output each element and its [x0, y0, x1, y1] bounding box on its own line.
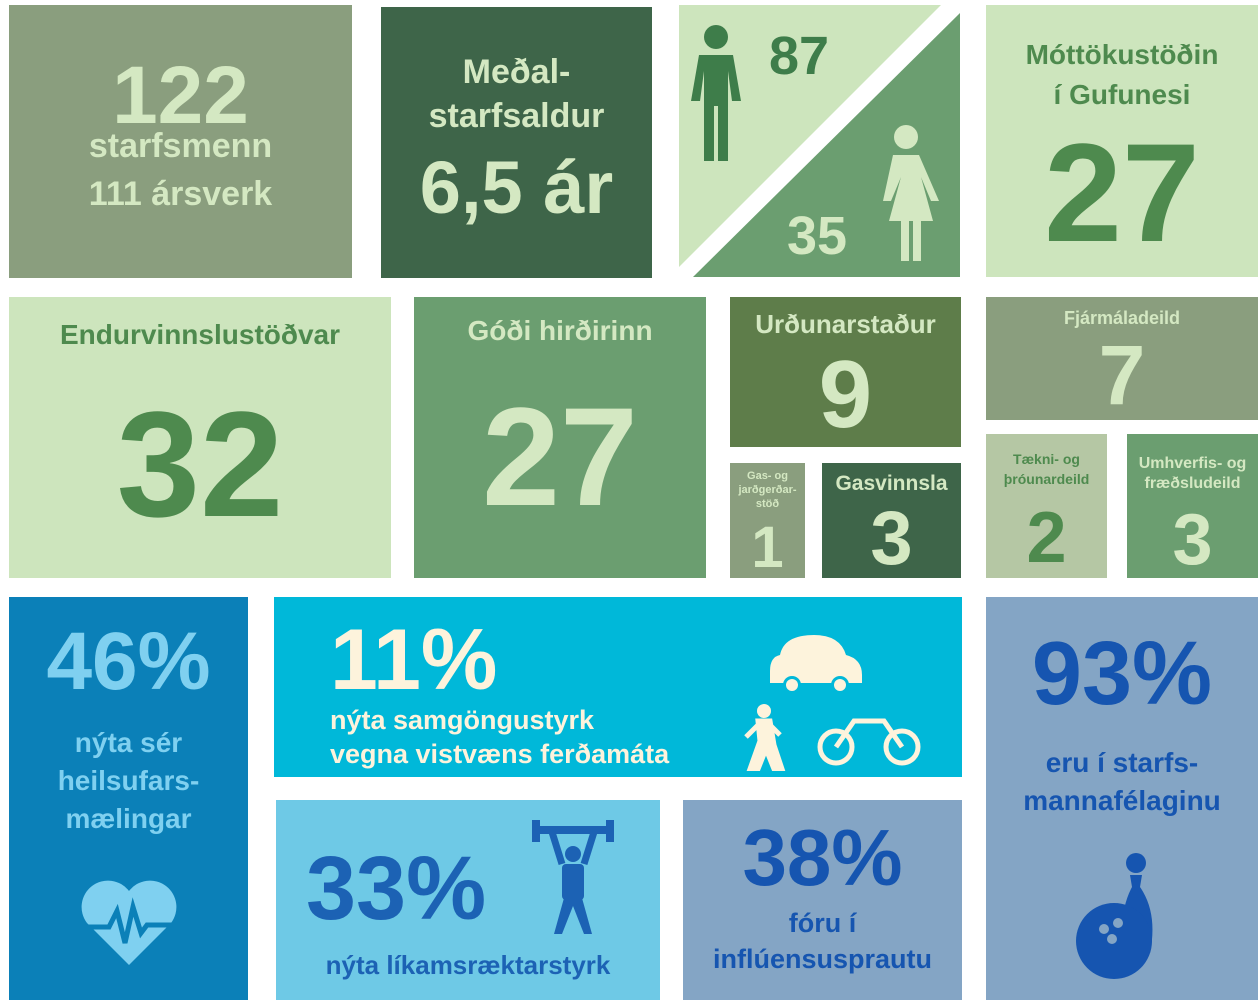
fitness-number: 33% — [306, 839, 487, 939]
union-label: mannafélaginu — [1023, 785, 1221, 816]
gufunes-tile: Móttökustöðin í Gufunesi 27 — [986, 5, 1258, 277]
tenure-label: Meðal- — [462, 53, 571, 91]
union-number: 93% — [1031, 624, 1213, 724]
tech-label: Tækni- og — [1013, 451, 1080, 467]
staff-label: 111 ársverk — [88, 175, 273, 213]
transport-icons — [744, 635, 921, 771]
gas-compost-label: jarðgerðar- — [738, 484, 797, 496]
transport-label: vegna vistvæns ferðamáta — [330, 739, 670, 769]
recycling-tile: Endurvinnslustöðvar 32 — [9, 297, 391, 578]
tenure-label: starfsaldur — [428, 97, 605, 135]
transport-number: 11% — [330, 612, 498, 708]
finance-tile: Fjármáladeild 7 — [986, 297, 1258, 420]
gas-tile: Gasvinnsla 3 — [822, 463, 961, 578]
gufunes-label: í Gufunesi — [1053, 79, 1191, 110]
staff-label: starfsmenn — [88, 127, 273, 165]
tenure-tile: Meðal- starfsaldur 6,5 ár — [381, 7, 652, 278]
gas-number: 3 — [870, 496, 913, 578]
union-tile: 93% eru í starfs- mannafélaginu — [986, 597, 1258, 1000]
flu-tile: 38% fóru í inflúensusprautu — [683, 800, 962, 1000]
health-number: 46% — [46, 616, 211, 707]
gas-label: Gasvinnsla — [835, 472, 948, 495]
staff-tile: 122 starfsmenn 111 ársverk — [9, 5, 352, 278]
union-label: eru í starfs- — [1045, 747, 1199, 778]
landfill-tile: Urðunarstaður 9 — [730, 297, 961, 447]
environment-label: fræðsludeild — [1144, 475, 1241, 492]
fitness-label: nýta líkamsræktarstyrk — [325, 950, 611, 980]
environment-tile: Umhverfis- og fræðsludeild 3 — [1127, 434, 1258, 578]
health-label: nýta sér — [74, 727, 183, 758]
weightlifter-icon — [532, 820, 614, 934]
recycling-label: Endurvinnslustöðvar — [59, 319, 341, 350]
landfill-label: Urðunarstaður — [755, 309, 936, 339]
flu-label: fóru í — [788, 908, 857, 938]
godi-label: Góði hirðirinn — [467, 315, 653, 346]
tech-number: 2 — [1026, 498, 1067, 578]
women-count: 35 — [787, 206, 848, 266]
transport-label: nýta samgöngustyrk — [330, 705, 595, 735]
gufunes-label: Móttökustöðin — [1025, 39, 1219, 70]
transport-tile: 11% nýta samgöngustyrk vegna vistvæns fe… — [274, 597, 962, 777]
flu-number: 38% — [742, 813, 903, 902]
recycling-number: 32 — [116, 380, 284, 548]
environment-number: 3 — [1172, 500, 1213, 578]
men-count: 87 — [769, 26, 830, 86]
finance-number: 7 — [1098, 328, 1146, 420]
tech-label: þróunardeild — [1003, 471, 1090, 487]
fitness-tile: 33% nýta líkamsræktarstyrk — [276, 800, 660, 1000]
godi-tile: Góði hirðirinn 27 — [414, 297, 706, 578]
health-tile: 46% nýta sér heilsufars- mælingar — [9, 597, 248, 1000]
gufunes-number: 27 — [1044, 114, 1200, 271]
heart-icon — [81, 880, 177, 965]
landfill-number: 9 — [818, 341, 873, 447]
bowling-icon — [1076, 853, 1153, 979]
gas-compost-number: 1 — [751, 515, 784, 578]
finance-label: Fjármáladeild — [1063, 308, 1181, 328]
gas-compost-label: Gas- og — [747, 470, 788, 482]
tenure-number: 6,5 ár — [419, 146, 614, 229]
gender-background — [679, 5, 960, 277]
staff-number: 122 — [112, 50, 249, 141]
godi-number: 27 — [482, 378, 638, 535]
health-label: heilsufars- — [57, 765, 200, 796]
tech-tile: Tækni- og þróunardeild 2 — [986, 434, 1107, 578]
environment-label: Umhverfis- og — [1138, 455, 1247, 472]
gender-tile: 87 35 — [679, 5, 960, 277]
gas-compost-tile: Gas- og jarðgerðar- stöð 1 — [730, 463, 805, 578]
flu-label: inflúensusprautu — [712, 944, 932, 974]
gas-compost-label: stöð — [755, 498, 780, 510]
health-label: mælingar — [65, 803, 192, 834]
